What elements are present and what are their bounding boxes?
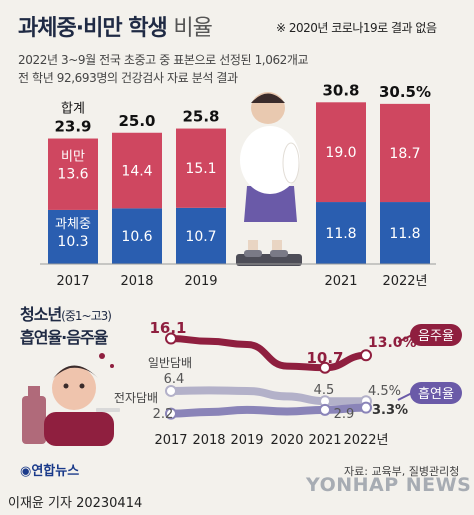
- bar-overweight: [176, 207, 226, 264]
- page-title: 과체중·비만 학생 비율: [18, 16, 213, 41]
- subtitle: 2022년 3~9월 전국 초중고 중 표본으로 선정된 1,062개교 전 학…: [18, 51, 309, 87]
- data-label: 16.1: [149, 319, 186, 337]
- x-tick-label: 2017: [154, 433, 187, 448]
- series-name-general: 일반담배: [148, 356, 192, 370]
- value-label-overweight: 11.8: [389, 226, 420, 242]
- total-caption: 합계: [61, 102, 85, 117]
- subtitle-line-2: 전 학년 92,693명의 건강검사 자료 분석 결과: [18, 71, 238, 85]
- bar-overweight: [380, 202, 430, 264]
- total-label: 30.8: [322, 81, 359, 99]
- bar-overweight: [112, 208, 162, 264]
- value-label-obese: 13.6: [57, 167, 88, 183]
- data-label: 10.7: [306, 349, 343, 367]
- bar-obese: [176, 128, 226, 208]
- x-tick-label: 2021: [324, 274, 357, 289]
- value-label-obese: 15.1: [185, 161, 216, 177]
- data-point: [360, 349, 372, 362]
- data-point: [165, 384, 177, 397]
- subtitle-line-1: 2022년 3~9월 전국 초중고 중 표본으로 선정된 1,062개교: [18, 53, 309, 67]
- legend-smoking-connector: [397, 392, 413, 401]
- label-overweight-name: 과체중: [55, 217, 91, 232]
- source-text: 자료: 교육부, 질병관리청: [344, 465, 460, 478]
- data-label: 2.9: [334, 407, 355, 422]
- teen-illustration: [22, 353, 120, 446]
- student-on-scale-illustration: [236, 92, 302, 266]
- total-label: 25.0: [118, 112, 155, 130]
- line-title-small: (중1~고3): [61, 309, 112, 323]
- bar-obese: [48, 138, 98, 210]
- reporter-credit: 이재윤 기자 20230414: [8, 496, 143, 511]
- bar-obese: [316, 102, 366, 203]
- value-label-obese: 14.4: [121, 164, 152, 180]
- x-tick-label: 2018: [120, 274, 153, 289]
- legend-smoking-label: 흡연율: [418, 387, 454, 402]
- line-chart: 16.110.713.0%6.44.5 4.5%2.2 2.9 3.3%일반담배전자담…: [114, 319, 462, 448]
- bar-overweight: [48, 209, 98, 264]
- stacked-bars: 과체중 10.3 비만 13.6 23.9합계 2017 10.6 14.4 25.0 2018 1…: [40, 81, 436, 289]
- bar-obese: [380, 103, 430, 203]
- legend-drinking-label: 음주율: [418, 329, 454, 344]
- label-obese-name: 비만: [61, 150, 85, 165]
- line-chart-title: 청소년(중1~고3) 흡연율·음주율: [20, 304, 112, 349]
- bar-obese: [112, 132, 162, 209]
- legend-smoking: [410, 382, 462, 404]
- total-label: 30.5%: [379, 83, 431, 101]
- data-label: 4.5%: [368, 384, 401, 399]
- yonhap-logo: ◉연합뉴스: [20, 460, 79, 479]
- total-label: 23.9: [54, 118, 91, 136]
- line-title-line-1: 청소년: [20, 305, 62, 324]
- data-label: 3.3%: [372, 403, 408, 418]
- x-tick-label: 2020: [270, 433, 303, 448]
- x-tick-label: 2021: [308, 433, 341, 448]
- x-tick-label: 2018: [192, 433, 225, 448]
- legend-drinking: [410, 324, 462, 346]
- data-point: [319, 403, 331, 416]
- data-point: [165, 332, 177, 345]
- value-label-overweight: 11.8: [325, 226, 356, 242]
- value-label-overweight: 10.3: [57, 234, 88, 250]
- value-label-overweight: 10.7: [185, 229, 216, 245]
- legend-drinking-connector: [397, 334, 413, 343]
- series-line: [167, 386, 370, 406]
- logo-text: 연합뉴스: [31, 464, 80, 479]
- x-tick-label: 2017: [56, 274, 89, 289]
- value-label-obese: 18.7: [389, 146, 420, 162]
- x-tick-label: 2022년: [382, 274, 427, 289]
- data-label: 6.4: [164, 372, 185, 387]
- logo-icon: ◉: [20, 464, 32, 479]
- x-tick-label: 2022년: [343, 433, 388, 448]
- total-label: 25.8: [182, 108, 219, 126]
- line-title-line-2: 흡연율·음주율: [20, 328, 108, 347]
- covid-note: ※ 2020년 코로나19로 결과 없음: [276, 21, 437, 35]
- value-label-obese: 19.0: [325, 145, 356, 161]
- bar-overweight: [316, 202, 366, 264]
- x-tick-label: 2019: [184, 274, 217, 289]
- watermark: YONHAP NEWS: [306, 474, 472, 496]
- data-point: [319, 361, 331, 374]
- data-label: 4.5: [314, 383, 335, 398]
- data-label: 2.2: [153, 407, 174, 422]
- data-point: [360, 401, 372, 414]
- data-point: [165, 407, 177, 420]
- series-name-ecig: 전자담배: [114, 391, 158, 405]
- x-tick-label: 2019: [230, 433, 263, 448]
- value-label-overweight: 10.6: [121, 229, 152, 245]
